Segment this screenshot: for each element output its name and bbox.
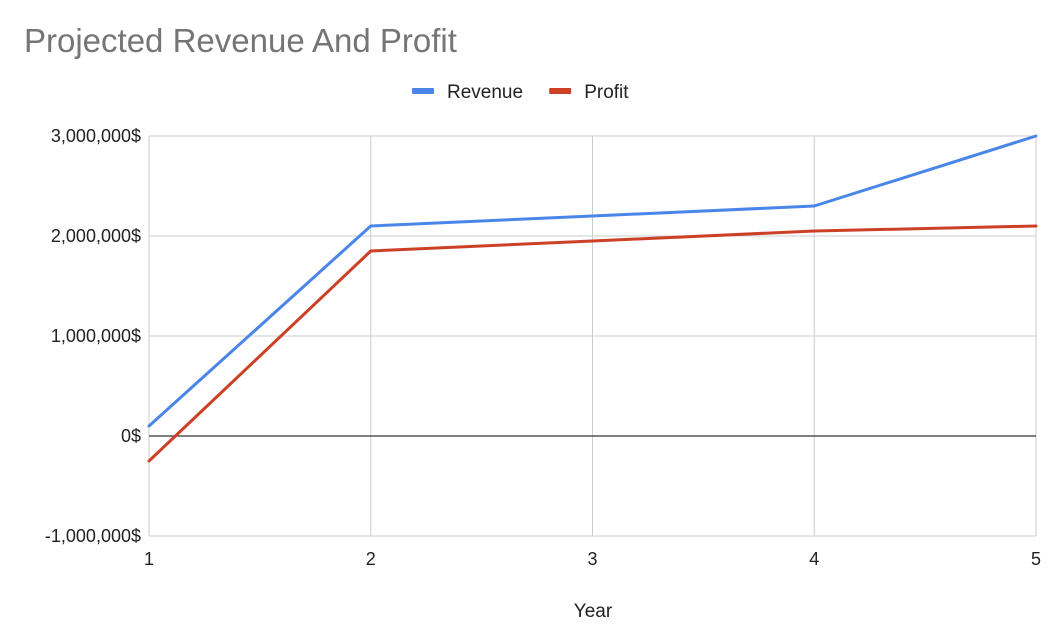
y-tick-label: 0$ [121,426,141,446]
x-tick-label: 1 [144,549,154,569]
y-tick-label: -1,000,000$ [45,526,141,546]
x-tick-label: 4 [809,549,819,569]
x-tick-label: 2 [366,549,376,569]
y-tick-label: 3,000,000$ [51,126,141,146]
x-axis-ticks: 1 2 3 4 5 [144,549,1041,569]
legend-swatch-revenue [412,88,434,94]
y-tick-label: 2,000,000$ [51,226,141,246]
legend-label-revenue: Revenue [447,82,523,103]
y-axis-ticks: -1,000,000$ 0$ 1,000,000$ 2,000,000$ 3,000,0… [45,126,141,546]
legend: Revenue Profit [412,82,629,103]
series-line-profit [147,224,1038,463]
x-tick-label: 5 [1031,549,1041,569]
chart-title: Projected Revenue And Profit [24,22,457,59]
x-axis-label: Year [574,601,613,622]
legend-label-profit: Profit [584,82,629,103]
series-lines [147,134,1038,463]
y-tick-label: 1,000,000$ [51,326,141,346]
legend-swatch-profit [549,88,572,94]
grid-lines [148,135,1037,537]
x-tick-label: 3 [587,549,597,569]
series-line-revenue [147,134,1038,428]
